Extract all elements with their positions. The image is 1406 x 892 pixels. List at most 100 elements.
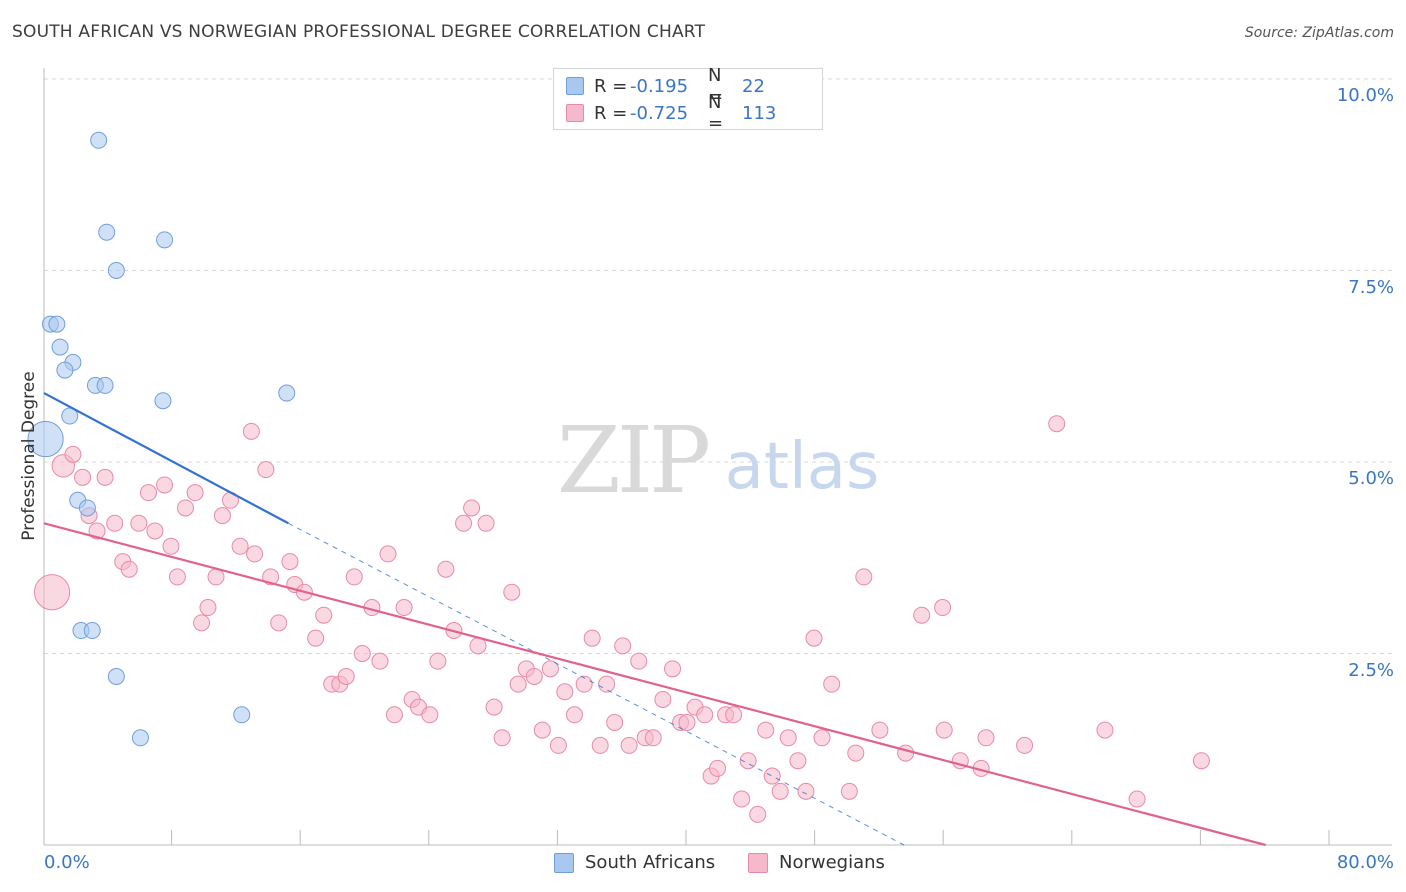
norwegian-point <box>193 614 211 632</box>
norwegian-point <box>503 583 521 601</box>
norwegian-point <box>709 759 727 777</box>
norwegian-point <box>556 683 574 701</box>
norwegian-point <box>345 568 363 586</box>
y-tick-label: 7.5% <box>1348 276 1394 298</box>
norwegian-point <box>199 599 217 617</box>
south-african-point <box>83 622 101 640</box>
legend-row-norwegians: R = -0.725 N = 113 <box>566 92 777 134</box>
norwegian-point <box>847 744 865 762</box>
norwegian-point <box>88 522 106 540</box>
chart-title: SOUTH AFRICAN VS NORWEGIAN PROFESSIONAL … <box>12 22 706 42</box>
series-legend: South Africans Norwegians <box>0 850 1406 878</box>
norwegian-point <box>207 568 225 586</box>
norwegian-point <box>246 545 264 563</box>
legend-r-value: -0.195 <box>630 75 689 97</box>
south-african-point <box>278 384 296 402</box>
legend-item-south-africans[interactable]: South Africans <box>554 852 715 873</box>
norwegian-point <box>840 782 858 800</box>
norwegian-point <box>614 637 632 655</box>
x-tick-label-max: 80.0% <box>1336 852 1394 873</box>
norwegian-point <box>871 721 889 739</box>
legend-n-value: 22 <box>742 75 765 97</box>
norwegian-point <box>455 514 473 532</box>
source-credit: Source: ZipAtlas.com <box>1244 25 1394 41</box>
norwegian-point <box>789 752 807 770</box>
norwegian-point <box>630 652 648 670</box>
norwegian-point <box>64 445 82 463</box>
norwegian-point <box>897 744 915 762</box>
norwegian-point <box>146 522 164 540</box>
legend-r-value: -0.725 <box>630 102 689 124</box>
norwegian-point <box>678 713 696 731</box>
legend-swatch-pink <box>748 852 768 873</box>
norwegian-point <box>855 568 873 586</box>
legend-swatch-blue <box>566 77 584 95</box>
norwegian-point <box>763 767 781 785</box>
norwegian-point <box>525 667 543 685</box>
legend-r-label: R = <box>594 75 628 97</box>
norwegian-point <box>733 790 751 808</box>
norwegian-point <box>242 422 260 440</box>
norwegian-point <box>120 560 138 578</box>
legend-n-value: 113 <box>742 102 777 124</box>
trend-lines <box>43 392 1266 847</box>
norwegian-point <box>96 468 114 486</box>
series-south-africans-points <box>27 131 296 747</box>
norwegian-point <box>620 736 638 754</box>
south-african-point <box>27 420 64 458</box>
y-tick-label: 5.0% <box>1348 468 1394 489</box>
legend-label: Norwegians <box>779 852 885 873</box>
norwegian-point <box>477 514 495 532</box>
norwegian-point <box>749 805 767 823</box>
legend-item-norwegians[interactable]: Norwegians <box>748 852 885 873</box>
norwegian-point <box>977 729 995 747</box>
norwegian-point <box>176 499 194 517</box>
norwegian-point <box>654 690 672 708</box>
south-african-point <box>51 338 69 356</box>
legend-label: South Africans <box>585 852 716 873</box>
norwegian-point <box>1128 790 1146 808</box>
watermark-zip: ZIP <box>557 407 708 514</box>
norwegian-point <box>421 706 439 724</box>
norwegian-point <box>186 484 204 502</box>
south-african-point <box>48 315 66 333</box>
y-axis-title: Professional Degree <box>19 371 39 541</box>
south-african-point <box>90 131 108 149</box>
correlation-legend: R = -0.195 N = 22 R = -0.725 N = 113 <box>553 65 823 134</box>
norwegian-point <box>371 652 389 670</box>
norwegian-point <box>139 484 157 502</box>
y-tick-label: 10.0% <box>1336 85 1394 106</box>
norwegian-point <box>696 706 714 724</box>
norwegian-point <box>644 729 662 747</box>
norwegian-point <box>429 652 447 670</box>
norwegian-point <box>591 736 609 754</box>
watermark-atlas: atlas <box>725 430 880 504</box>
south-african-point <box>154 392 172 410</box>
legend-swatch-blue <box>554 852 574 873</box>
axes <box>43 68 1392 846</box>
norwegian-point <box>385 706 403 724</box>
legend-row-south-africans: R = -0.195 N = 22 <box>566 65 765 107</box>
norwegian-point <box>270 614 288 632</box>
south-african-point <box>61 407 79 425</box>
south-african-point <box>96 376 114 394</box>
norwegian-point <box>575 675 593 693</box>
norwegian-point <box>281 553 299 571</box>
norwegian-point <box>463 499 481 517</box>
norwegian-point <box>565 706 583 724</box>
norwegian-point <box>337 667 355 685</box>
south-african-point <box>78 499 96 517</box>
norwegian-point <box>1096 721 1114 739</box>
norwegian-point <box>307 629 325 647</box>
norwegians-trend-line <box>43 522 1266 847</box>
norwegian-point <box>771 782 789 800</box>
south-african-point <box>156 231 174 249</box>
norwegian-point <box>606 713 624 731</box>
norwegian-point <box>353 645 371 662</box>
norwegian-point <box>168 568 186 586</box>
south-africans-trend-extension <box>288 522 905 846</box>
norwegian-point <box>33 574 71 611</box>
norwegian-point <box>541 660 559 678</box>
legend-n-label: N = <box>708 65 724 107</box>
